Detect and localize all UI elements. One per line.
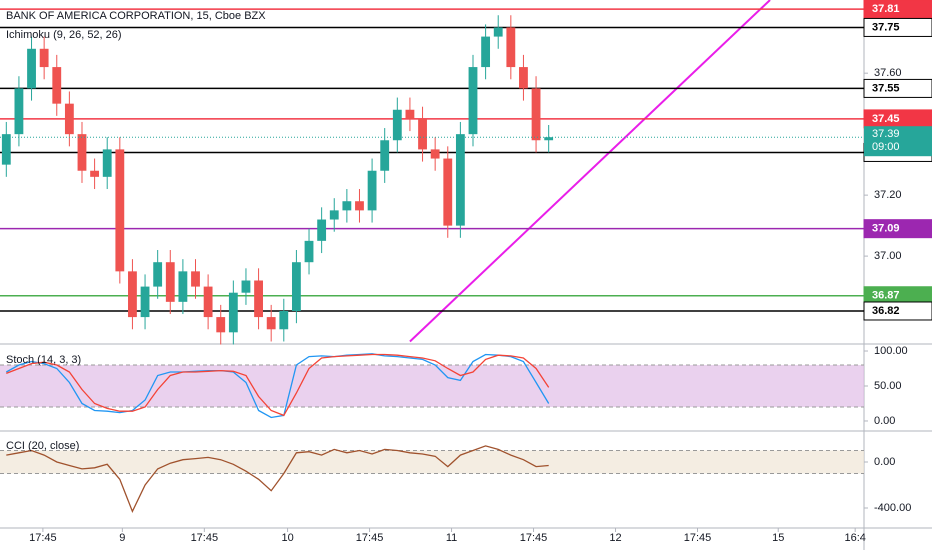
candle-body xyxy=(430,149,440,159)
x-tick-label: 17:45 xyxy=(191,532,219,544)
candle-body xyxy=(128,271,137,318)
y-tick-label: 0.00 xyxy=(874,415,895,427)
y-tick-label: 37.00 xyxy=(874,250,902,262)
candle-body xyxy=(27,48,36,89)
candle-body xyxy=(418,118,427,150)
candle-body xyxy=(405,109,415,119)
price-tag-label: 37.39 xyxy=(872,128,900,140)
y-tick-label: 0.00 xyxy=(874,456,895,468)
candle-body xyxy=(443,158,453,226)
price-tag xyxy=(863,17,932,37)
price-tag-label: 37.81 xyxy=(872,3,900,15)
candle-body xyxy=(102,149,112,177)
candle-body xyxy=(506,27,516,68)
candle-body xyxy=(165,262,175,302)
candle-body xyxy=(544,137,554,141)
candle-body xyxy=(115,149,125,272)
y-tick-label: 37.20 xyxy=(874,189,902,201)
price-tag-label: 36.87 xyxy=(872,290,900,302)
y-tick-label: -400.00 xyxy=(874,502,911,514)
candle-body xyxy=(380,140,390,171)
candle-body xyxy=(77,134,87,171)
price-tag-label: 37.09 xyxy=(872,223,900,235)
chart-title: BANK OF AMERICA CORPORATION, 15, Cboe BZ… xyxy=(6,10,266,22)
x-tick-label: 17:45 xyxy=(356,532,384,544)
candle-body xyxy=(64,103,74,135)
x-tick-label: 12 xyxy=(609,532,621,544)
candle-body xyxy=(39,48,49,68)
price-tag-time: 09:00 xyxy=(872,141,900,153)
candle-body xyxy=(191,271,200,287)
candle-body xyxy=(1,134,11,165)
candle-body xyxy=(266,317,276,330)
candle-body xyxy=(254,280,263,318)
candle-body xyxy=(355,201,364,211)
indicator-line xyxy=(6,353,550,417)
price-tag-label: 37.55 xyxy=(872,82,900,94)
band xyxy=(0,450,864,474)
candle-body xyxy=(481,36,491,68)
price-tag-label: 37.75 xyxy=(872,21,900,33)
x-tick-label: 17:45 xyxy=(684,532,712,544)
x-tick-label: 17:45 xyxy=(520,532,548,544)
candle-body xyxy=(392,109,402,141)
candle-body xyxy=(203,286,213,318)
candle-body xyxy=(178,271,188,302)
candle-body xyxy=(519,67,528,89)
price-tag xyxy=(863,301,932,321)
x-tick-label: 11 xyxy=(446,532,457,544)
y-tick-label: 100.00 xyxy=(874,345,908,357)
candle-body xyxy=(468,67,478,135)
candle-body xyxy=(241,280,251,293)
trend-line xyxy=(409,0,771,343)
indicator-label: CCI (20, close) xyxy=(6,440,79,452)
y-tick-label: 50.00 xyxy=(874,380,902,392)
candle-body xyxy=(493,27,503,37)
x-tick-label: 10 xyxy=(281,532,293,544)
candle-body xyxy=(52,67,62,104)
band xyxy=(0,365,864,407)
candle-body xyxy=(14,88,24,135)
price-tag xyxy=(863,219,932,239)
candle-body xyxy=(140,286,150,318)
candle-body xyxy=(279,310,289,330)
x-tick-label: 17:45 xyxy=(29,532,57,544)
x-tick-label: 16:4 xyxy=(844,532,865,544)
candle-body xyxy=(291,262,301,311)
price-tag xyxy=(863,78,932,98)
indicator-label: Stoch (14, 3, 3) xyxy=(6,354,81,366)
candle-body xyxy=(304,240,314,263)
y-tick-label: 37.60 xyxy=(874,67,902,79)
candle-body xyxy=(317,219,327,241)
indicator-label: Ichimoku (9, 26, 52, 26) xyxy=(6,29,122,41)
candle-body xyxy=(531,88,541,141)
candle-body xyxy=(329,210,339,220)
candle-body xyxy=(342,201,352,211)
candle-body xyxy=(455,134,465,226)
price-tag-label: 37.45 xyxy=(872,113,900,125)
x-tick-label: 15 xyxy=(772,532,784,544)
price-tag xyxy=(864,126,932,157)
candle-body xyxy=(153,262,163,287)
candle-body xyxy=(367,170,377,211)
candle-body xyxy=(90,170,100,177)
candle-body xyxy=(216,317,226,333)
candle-body xyxy=(228,292,238,333)
indicator-line xyxy=(5,353,550,419)
x-tick-label: 9 xyxy=(119,532,125,544)
price-tag-label: 36.82 xyxy=(872,305,900,317)
indicator-line xyxy=(6,445,549,514)
